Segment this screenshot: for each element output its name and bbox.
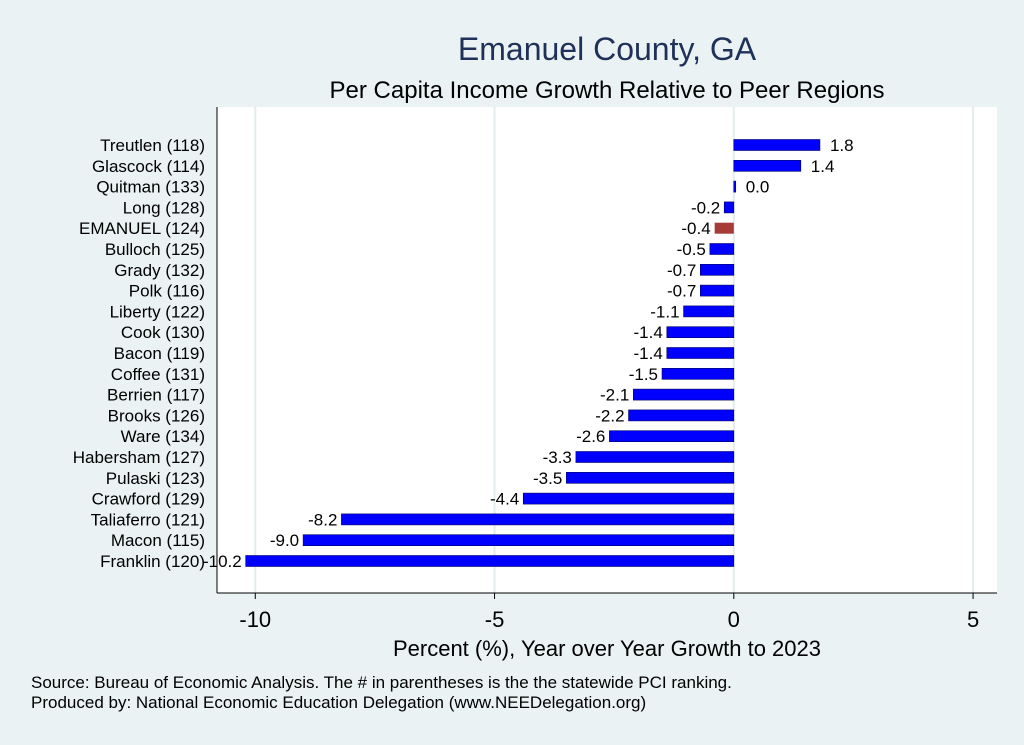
category-label: Treutlen (118)	[100, 136, 205, 155]
bar	[723, 201, 735, 214]
category-label: Glascock (114)	[92, 157, 205, 176]
x-tick-label: -10	[239, 607, 271, 632]
bar	[628, 409, 735, 422]
category-label: Ware (134)	[121, 427, 205, 446]
bar	[661, 367, 735, 380]
bar	[700, 284, 735, 297]
category-label: Cook (130)	[121, 323, 205, 342]
value-label: -0.7	[667, 261, 696, 280]
value-label: -3.5	[533, 469, 562, 488]
bar	[522, 492, 735, 505]
x-axis-title: Percent (%), Year over Year Growth to 20…	[393, 636, 821, 661]
value-label: -1.1	[650, 302, 679, 321]
bar	[633, 388, 735, 401]
plot-area	[217, 107, 997, 593]
bar	[733, 160, 802, 172]
value-label: -1.4	[634, 323, 663, 342]
category-label: Liberty (122)	[110, 302, 205, 321]
category-label: Quitman (133)	[96, 178, 205, 197]
bar	[714, 222, 734, 234]
bar	[683, 305, 735, 318]
bar	[302, 534, 735, 547]
category-label: Brooks (126)	[108, 406, 205, 425]
bar	[666, 347, 735, 359]
value-label: -10.2	[203, 552, 242, 571]
value-label: 1.8	[830, 136, 854, 155]
category-label: Bacon (119)	[114, 344, 205, 363]
category-label: EMANUEL (124)	[79, 219, 205, 238]
x-tick-label: 5	[967, 607, 979, 632]
value-label: -3.3	[543, 448, 572, 467]
category-label: Berrien (117)	[107, 386, 205, 405]
produced-by-note: Produced by: National Economic Education…	[31, 693, 646, 712]
category-label: Taliaferro (121)	[91, 510, 205, 529]
value-label: -4.4	[490, 490, 519, 509]
value-label: -9.0	[270, 531, 299, 550]
category-label: Bulloch (125)	[105, 240, 205, 259]
bar	[566, 471, 735, 484]
chart-subtitle: Per Capita Income Growth Relative to Pee…	[330, 77, 885, 104]
value-label: -0.7	[667, 282, 696, 301]
bar	[341, 513, 735, 526]
chart-title: Emanuel County, GA	[458, 31, 757, 67]
category-label: Coffee (131)	[111, 365, 205, 384]
value-label: -2.1	[600, 386, 629, 405]
bar	[575, 451, 735, 463]
category-label: Grady (132)	[114, 261, 205, 280]
bar	[609, 430, 735, 443]
category-label: Macon (115)	[111, 531, 205, 550]
bar	[666, 326, 735, 339]
bar	[709, 243, 735, 255]
value-label: -1.5	[629, 365, 658, 384]
bar	[700, 263, 735, 276]
bar	[245, 555, 735, 567]
value-label: -2.6	[576, 427, 605, 446]
value-label: 1.4	[811, 157, 835, 176]
bars	[245, 139, 821, 567]
source-note: Source: Bureau of Economic Analysis. The…	[31, 673, 732, 692]
x-tick-label: -5	[485, 607, 505, 632]
category-label: Crawford (129)	[92, 490, 205, 509]
category-label: Pulaski (123)	[106, 469, 205, 488]
category-labels: Treutlen (118) Glascock (114) Quitman (133…	[73, 136, 205, 571]
bar	[733, 180, 737, 193]
value-label: -0.2	[691, 198, 720, 217]
x-ticks: -10 -5 0 5	[239, 593, 979, 632]
category-label: Polk (116)	[129, 282, 205, 301]
value-label: -8.2	[308, 510, 337, 529]
category-label: Franklin (120)	[100, 552, 205, 571]
value-label: -0.4	[681, 219, 710, 238]
x-tick-label: 0	[728, 607, 740, 632]
value-label: -2.2	[595, 406, 624, 425]
value-label: 0.0	[746, 178, 770, 197]
bar	[733, 139, 821, 151]
category-label: Habersham (127)	[73, 448, 205, 467]
value-label: -1.4	[634, 344, 663, 363]
value-labels: 1.81.40.0-0.2-0.4-0.5-0.7-0.7-1.1-1.4-1.…	[203, 136, 854, 571]
category-label: Long (128)	[123, 198, 205, 217]
value-label: -0.5	[677, 240, 706, 259]
